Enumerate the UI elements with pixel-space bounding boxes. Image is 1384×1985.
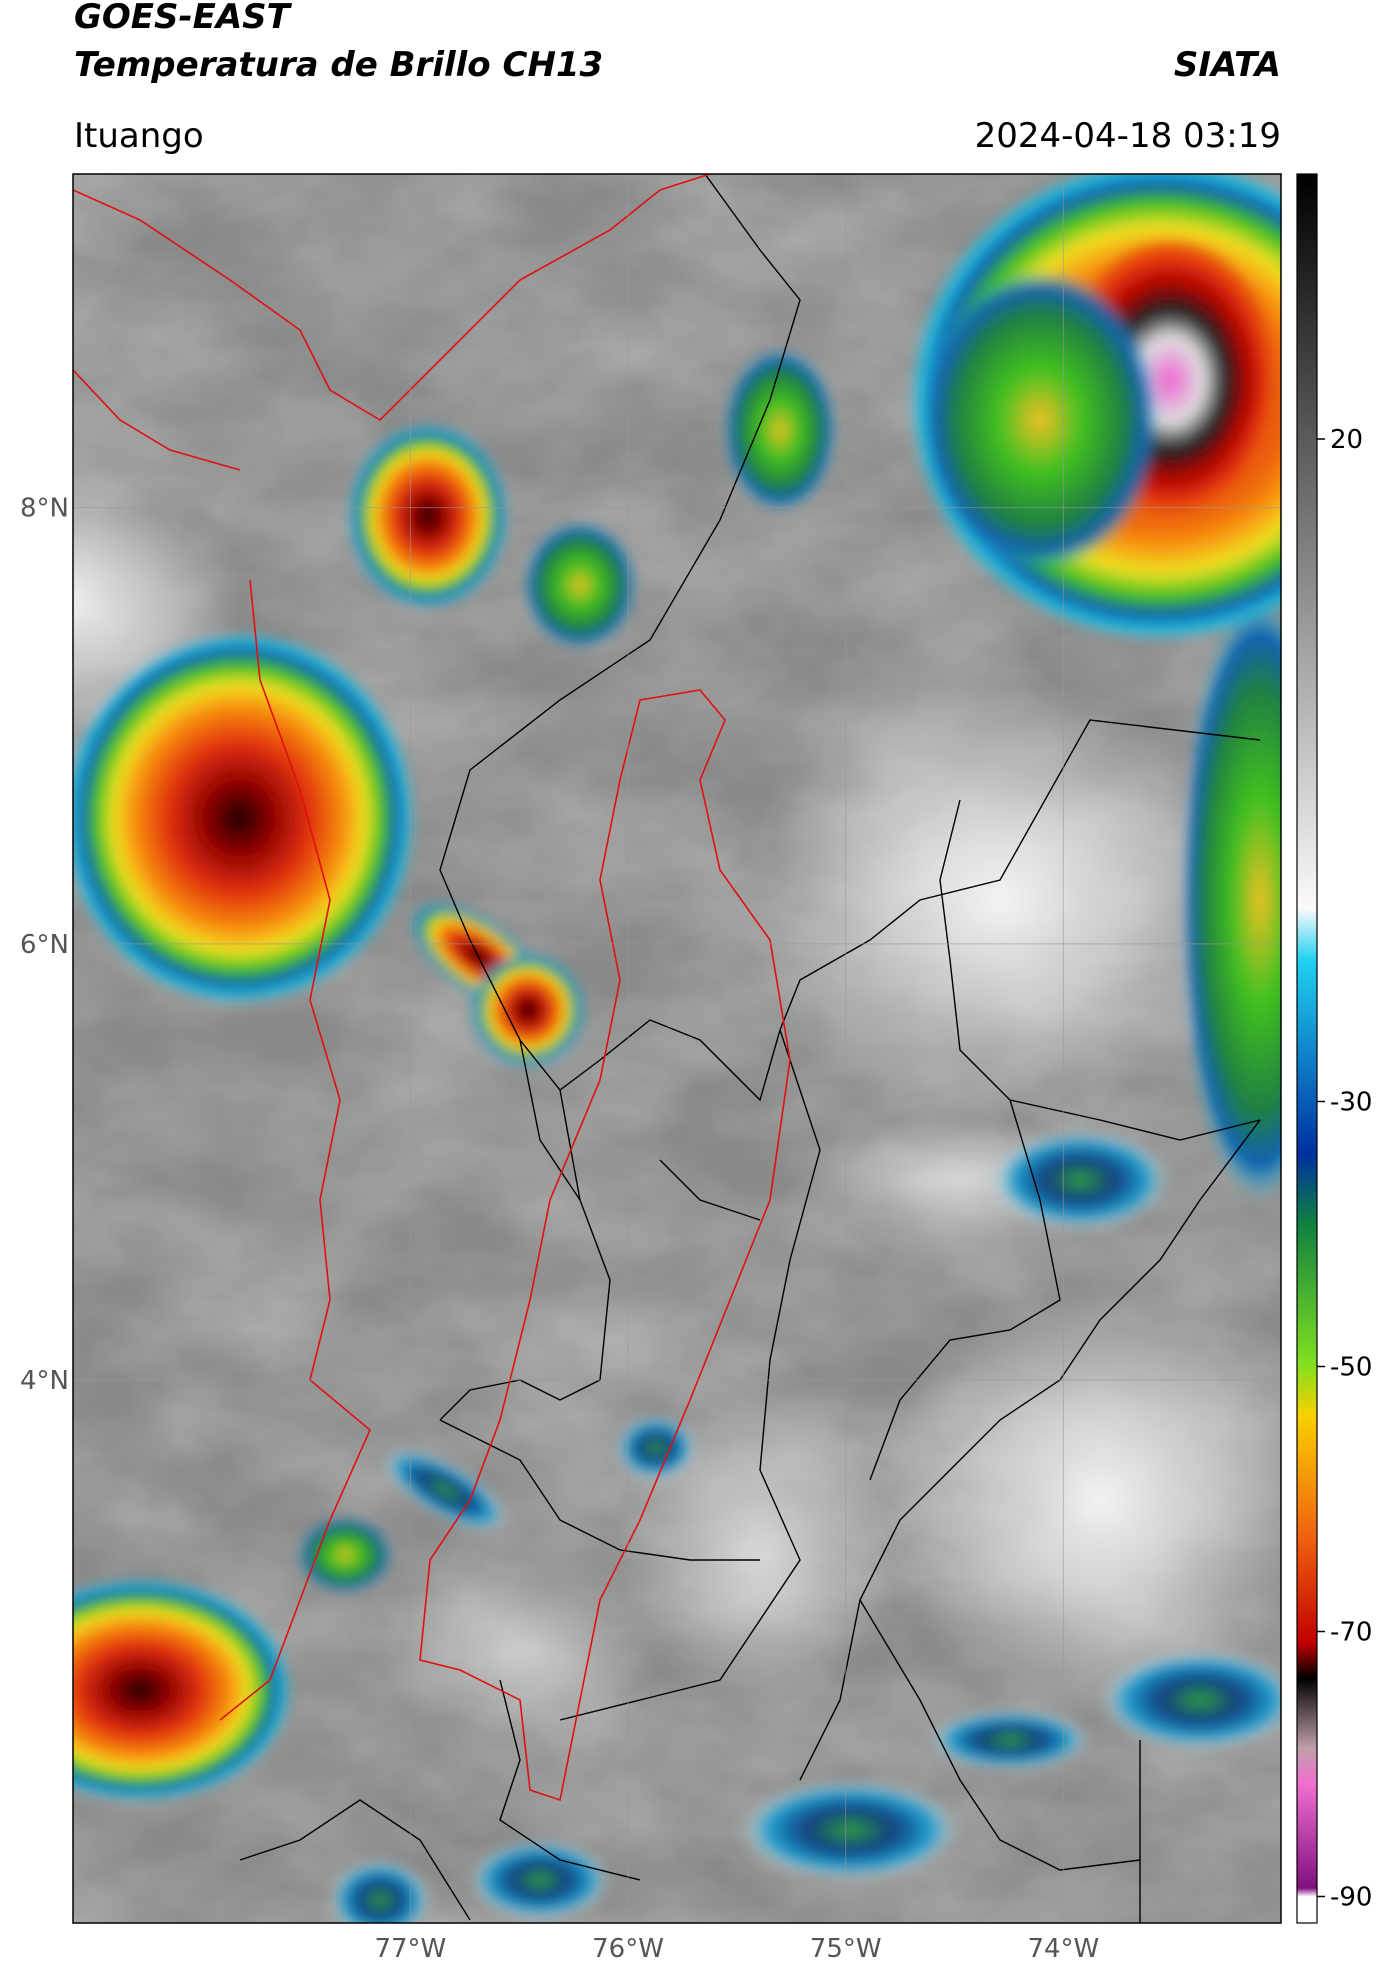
colorbar-tick-label: -30 — [1330, 1088, 1372, 1118]
colorbar — [1296, 173, 1318, 1924]
lon-tick-label: 74°W — [1027, 1934, 1099, 1964]
lat-tick-label: 8°N — [20, 494, 69, 524]
lon-tick-label: 75°W — [810, 1934, 882, 1964]
datetime: 2024-04-18 03:19 — [975, 116, 1281, 156]
title-line2: Temperatura de Brillo CH13 — [74, 45, 603, 85]
satellite-image — [73, 174, 1281, 1923]
colorbar-tick-label: 20 — [1330, 425, 1363, 455]
lon-tick-label: 77°W — [374, 1934, 446, 1964]
location: Ituango — [74, 116, 204, 156]
source: SIATA — [1174, 45, 1281, 85]
lat-tick-label: 6°N — [20, 930, 69, 960]
colorbar-ticks: 20 -30 -50 -70 -90 — [1317, 425, 1372, 1913]
lon-tick-label: 76°W — [592, 1934, 664, 1964]
colorbar-tick-label: -90 — [1330, 1883, 1372, 1913]
map-frame — [72, 173, 1282, 1924]
title-line1: GOES-EAST — [74, 0, 293, 37]
graticule: 8°N 6°N 4°N 77°W 76°W 75°W 74°W — [20, 174, 1281, 1964]
lat-tick-label: 4°N — [20, 1366, 69, 1396]
colorbar-tick-label: -70 — [1330, 1618, 1372, 1648]
colorbar-tick-label: -50 — [1330, 1353, 1372, 1383]
